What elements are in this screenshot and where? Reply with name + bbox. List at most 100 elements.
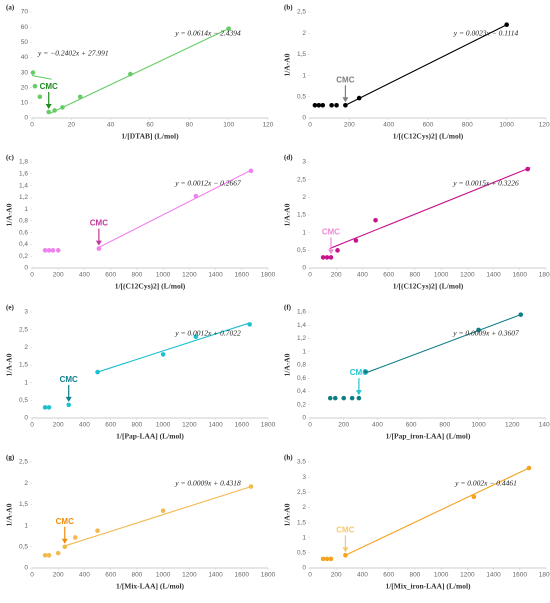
cmc-label: CMC [322, 228, 340, 237]
y-tick-label: 0,4 [19, 241, 28, 248]
y-tick-label: 1,5 [19, 362, 28, 369]
panel-label: (c) [6, 154, 14, 162]
y-tick-label: 1,6 [297, 309, 306, 316]
y-tick-label: 1 [302, 72, 306, 79]
y-tick-label: 1 [302, 534, 306, 541]
x-tick-label: 1200 [505, 422, 520, 429]
y-tick-label: 70 [21, 9, 29, 16]
panel-label: (g) [6, 454, 15, 462]
x-tick-label: 400 [79, 422, 90, 429]
y-tick-label: 1 [24, 522, 28, 529]
cmc-arrowhead [342, 547, 349, 553]
x-tick-label: 400 [79, 572, 90, 579]
cmc-label: CMC [336, 75, 354, 84]
y-tick-label: 0,5 [297, 94, 306, 101]
x-tick-label: 400 [372, 422, 383, 429]
x-tick-label: 0 [308, 122, 312, 129]
x-tick-label: 400 [357, 572, 368, 579]
x-tick-label: 600 [423, 122, 434, 129]
y-tick-label: 0,8 [297, 362, 306, 369]
y-tick-label: 0 [302, 265, 306, 272]
y-tick-label: 0,5 [19, 544, 28, 551]
data-point [226, 26, 231, 31]
panel-label: (d) [284, 154, 293, 162]
panel-label: (f) [284, 304, 292, 312]
y-axis-label: 1/A-A0 [5, 503, 14, 526]
x-tick-label: 800 [131, 272, 142, 279]
data-point [334, 102, 339, 108]
data-point [95, 528, 100, 533]
equation: y = 0.0012x − 0.2667 [174, 179, 241, 188]
data-point [128, 71, 133, 77]
x-tick-label: 1800 [261, 272, 276, 279]
x-tick-label: 600 [105, 272, 116, 279]
x-tick-label: 400 [383, 122, 394, 129]
x-tick-label: 800 [409, 572, 420, 579]
data-point [356, 395, 362, 401]
cmc-label: CMC [336, 525, 354, 534]
data-point [320, 556, 326, 562]
data-point [328, 556, 334, 562]
data-point [320, 102, 326, 108]
x-tick-label: 1200 [182, 572, 197, 579]
data-point [335, 248, 340, 253]
x-tick-label: 1000 [156, 272, 171, 279]
y-tick-label: 0,5 [297, 550, 306, 557]
y-tick-label: 20 [21, 84, 29, 91]
x-axis-label: 1/[Pap-LAA] (L/mol) [116, 432, 184, 441]
data-point [525, 166, 530, 172]
y-axis-label: 1/A-A0 [283, 353, 292, 376]
data-point [42, 248, 48, 253]
x-tick-label: 1200 [539, 122, 550, 129]
data-point [518, 312, 524, 317]
x-axis-label: 1/[DTAB] (L/mol) [121, 132, 179, 141]
x-tick-label: 200 [53, 272, 64, 279]
data-point [316, 102, 322, 108]
y-tick-label: 1,5 [297, 51, 306, 58]
data-point [193, 193, 199, 199]
equation: y = 0.0023x − 0.1114 [453, 29, 519, 38]
data-point [363, 369, 368, 374]
cmc-arrowhead [342, 97, 349, 103]
x-tick-label: 1200 [182, 272, 197, 279]
x-tick-label: 1000 [156, 572, 171, 579]
panel-label: (h) [284, 454, 293, 462]
cmc-arrowhead [65, 396, 72, 402]
data-point [42, 552, 48, 558]
data-point [160, 508, 166, 514]
x-tick-label: 120 [263, 122, 274, 129]
x-tick-label: 400 [357, 272, 368, 279]
y-tick-label: 1,4 [19, 182, 28, 189]
x-tick-label: 0 [30, 122, 34, 129]
x-tick-label: 1400 [208, 572, 223, 579]
x-tick-label: 600 [105, 422, 116, 429]
data-point [312, 102, 318, 108]
x-tick-label: 0 [308, 272, 312, 279]
y-tick-label: 3 [302, 159, 306, 166]
data-point [60, 105, 65, 110]
x-tick-label: 1000 [434, 572, 449, 579]
x-tick-label: 200 [331, 572, 342, 579]
equation: y = 0.0015x + 0.3226 [452, 179, 519, 188]
y-tick-label: 2 [302, 504, 306, 511]
data-point [248, 484, 254, 489]
x-tick-label: 1000 [499, 122, 514, 129]
equation: y = 0.0614x − 2.4394 [174, 29, 241, 38]
x-tick-label: 0 [308, 422, 312, 429]
x-tick-label: 1600 [235, 572, 250, 579]
x-tick-label: 800 [462, 122, 473, 129]
data-point [46, 405, 52, 410]
data-point [46, 248, 52, 253]
y-tick-label: 0 [302, 565, 306, 572]
y-tick-label: 0,5 [19, 397, 28, 404]
x-tick-label: 600 [383, 572, 394, 579]
y-tick-label: 3 [302, 474, 306, 481]
trendline [345, 24, 507, 106]
data-point [353, 238, 359, 243]
y-tick-label: 0,6 [19, 229, 28, 236]
data-point [42, 405, 48, 410]
cmc-arrowhead [61, 538, 68, 544]
y-tick-label: 2,5 [297, 176, 306, 183]
y-tick-label: 1,8 [19, 159, 28, 166]
trendline [31, 75, 52, 80]
